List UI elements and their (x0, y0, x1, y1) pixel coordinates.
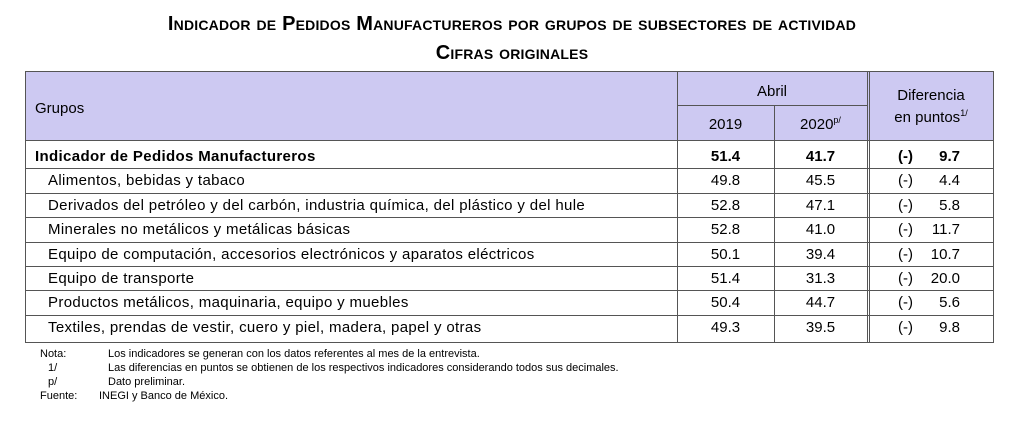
note-text: Dato preliminar. (108, 376, 186, 388)
diff-sign: (-) (898, 196, 913, 214)
diff-value: 4.4 (939, 172, 960, 190)
value-2019: 49.3 (710, 318, 741, 336)
header-year-2020: 2020p/ (774, 115, 867, 134)
diff-value: 5.6 (939, 294, 960, 312)
diff-value: 5.8 (939, 196, 960, 214)
value-2020: 44.7 (805, 294, 836, 312)
diff-sign: (-) (898, 270, 913, 287)
row-rule (26, 290, 993, 292)
diff-sign: (-) (898, 172, 913, 190)
value-2020: 45.5 (805, 172, 836, 190)
table-subtitle: Cifras originales (435, 42, 589, 64)
table-row-total: Indicador de Pedidos Manufactureros 51.4 4… (26, 145, 993, 169)
table-row: Alimentos, bebidas y tabaco 49.8 45.5 (-) 4.… (26, 169, 993, 193)
value-2020: 41.7 (805, 148, 836, 165)
table-row: Productos metálicos, maquinaria, equipo … (26, 291, 993, 315)
header-year-2020-sup: p/ (833, 115, 841, 125)
row-label: Indicador de Pedidos Manufactureros (35, 148, 316, 165)
row-label: Textiles, prendas de vestir, cuero y pie… (48, 318, 482, 336)
column-rule (677, 72, 678, 342)
diff-value: 11.7 (931, 221, 960, 239)
data-table: Grupos Abril 2019 2020p/ Diferencia en p… (25, 71, 994, 343)
value-2019: 50.4 (710, 294, 741, 312)
value-2019: 52.8 (710, 196, 741, 214)
table-row: Minerales no metálicos y metálicas básic… (26, 218, 993, 242)
note-key: Fuente: (40, 390, 78, 402)
row-label: Derivados del petróleo y del carbón, ind… (48, 196, 586, 214)
row-rule (26, 217, 993, 219)
table-row: Equipo de transporte 51.4 31.3 (-) 20.0 (26, 267, 993, 291)
note-key: p/ (48, 376, 58, 388)
diff-value: 9.8 (939, 318, 960, 336)
diff-value: 10.7 (930, 245, 960, 263)
row-label: Minerales no metálicos y metálicas básic… (48, 221, 351, 239)
row-rule (26, 241, 993, 243)
table-row: Equipo de computación, accesorios electr… (26, 243, 993, 267)
value-2019: 50.1 (710, 245, 741, 263)
diff-sign: (-) (898, 221, 913, 239)
row-rule (26, 314, 993, 316)
header-grupos: Grupos (35, 100, 85, 117)
header-en-puntos-text: en puntos (894, 109, 961, 126)
note-key: Nota: (40, 348, 67, 360)
header-en-puntos-sup: 1/ (960, 108, 968, 118)
column-rule (867, 72, 868, 342)
note-text: Los indicadores se generan con los datos… (108, 348, 480, 360)
table-header: Grupos Abril 2019 2020p/ Diferencia en p… (26, 72, 993, 141)
diff-value: 9.7 (939, 148, 960, 165)
value-2020: 39.5 (805, 318, 836, 336)
value-2019: 51.4 (710, 148, 741, 165)
header-divider (677, 105, 867, 106)
diff-sign: (-) (898, 294, 913, 312)
column-rule (774, 105, 775, 342)
row-label: Equipo de transporte (48, 270, 195, 287)
row-rule (26, 168, 993, 170)
table-title: Indicador de Pedidos Manufactureros por … (167, 13, 857, 35)
value-2019: 49.8 (710, 172, 741, 190)
diff-value: 20.0 (930, 270, 960, 287)
header-en-puntos: en puntos1/ (869, 108, 993, 127)
header-diferencia: Diferencia (897, 87, 965, 104)
table-row: Textiles, prendas de vestir, cuero y pie… (26, 316, 993, 340)
value-2020: 41.0 (805, 221, 836, 239)
diff-sign: (-) (898, 318, 913, 336)
row-label: Alimentos, bebidas y tabaco (48, 172, 246, 190)
table-row: Derivados del petróleo y del carbón, ind… (26, 194, 993, 218)
note-text: INEGI y Banco de México. (99, 390, 228, 402)
header-year-2020-text: 2020 (800, 116, 834, 133)
note-text: Las diferencias en puntos se obtienen de… (108, 362, 619, 374)
note-key: 1/ (48, 362, 58, 374)
row-rule (26, 192, 993, 194)
column-rule (869, 72, 870, 342)
value-2019: 51.4 (710, 270, 741, 287)
row-label: Productos metálicos, maquinaria, equipo … (48, 294, 409, 312)
row-label: Equipo de computación, accesorios electr… (48, 245, 535, 263)
header-abril: Abril (756, 83, 787, 100)
diff-sign: (-) (898, 148, 913, 165)
row-rule (26, 266, 993, 267)
value-2020: 47.1 (805, 196, 836, 214)
value-2020: 31.3 (805, 270, 836, 287)
diff-sign: (-) (898, 245, 913, 263)
value-2019: 52.8 (710, 221, 741, 239)
header-year-2019: 2019 (708, 116, 743, 133)
value-2020: 39.4 (805, 245, 836, 263)
